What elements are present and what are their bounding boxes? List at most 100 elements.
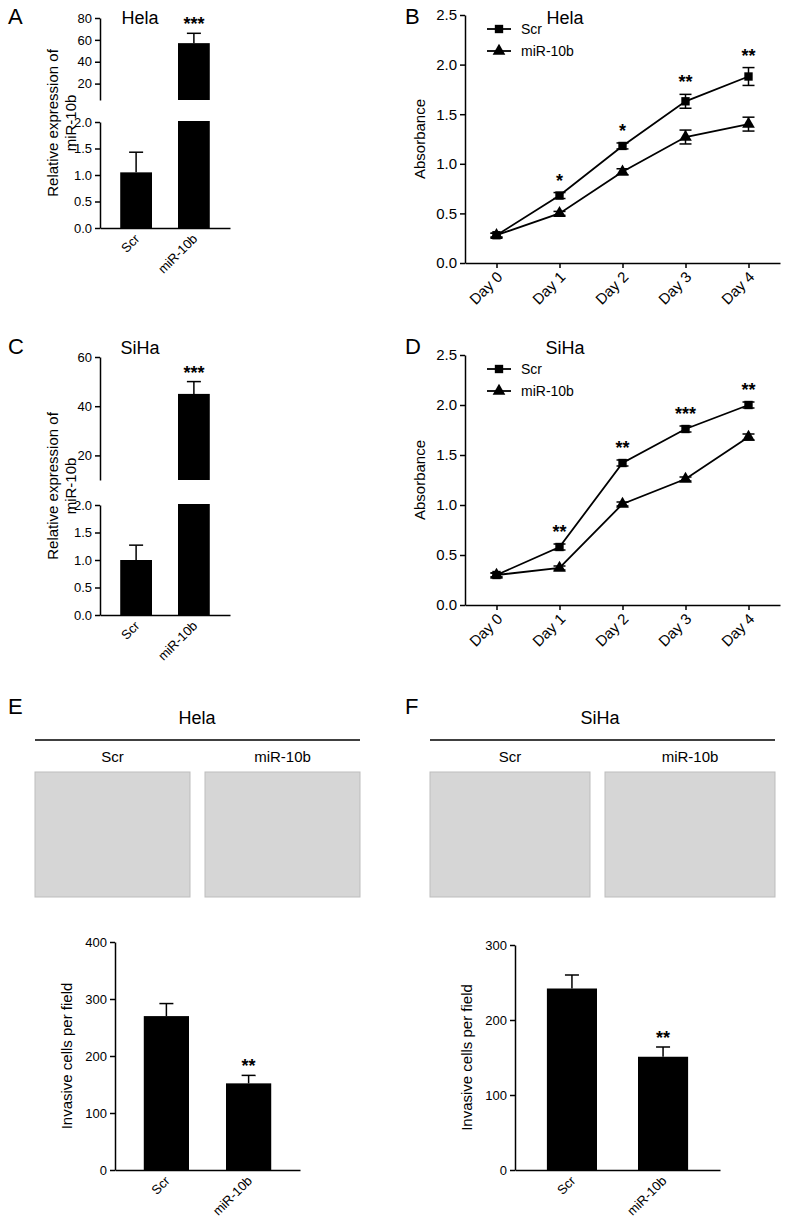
panel-letter: B — [405, 4, 420, 29]
tick-label: 0 — [100, 1163, 107, 1178]
error-cap — [743, 67, 755, 69]
tick: 0 — [100, 1163, 115, 1178]
tick: Scr — [118, 228, 143, 256]
bar — [547, 989, 597, 1171]
bar — [178, 43, 210, 100]
image-label: miR-10b — [254, 748, 311, 765]
significance: ** — [741, 380, 755, 400]
marker — [681, 425, 689, 433]
tick: 1.5 — [74, 525, 100, 540]
tick-mark — [510, 1020, 515, 1022]
tick-mark — [110, 942, 115, 944]
tick: 2.5 — [436, 6, 465, 23]
tick: 0.5 — [74, 580, 100, 595]
tick: miR-10b — [155, 228, 200, 276]
tick-label: 60 — [78, 33, 92, 48]
legend-label: miR-10b — [521, 43, 574, 59]
plot-area — [490, 401, 755, 579]
error-bar — [248, 1075, 250, 1083]
title: SiHa — [120, 338, 160, 358]
tick-mark — [622, 605, 624, 610]
line — [497, 405, 749, 575]
panel: EHelaScrmiR-10b0100200300400ScrmiR-10b**… — [8, 694, 360, 1218]
image-label: Scr — [101, 748, 124, 765]
x-axis: ScrmiR-10b — [116, 1170, 301, 1218]
tick: Day 0 — [466, 605, 506, 650]
tick-label: 100 — [485, 1088, 507, 1103]
marker — [744, 401, 752, 409]
y-axis-title: Relative expression ofmiR-10b — [44, 411, 79, 559]
tick: 1.0 — [436, 155, 465, 172]
title: Hela — [178, 708, 216, 728]
tick-mark — [460, 213, 465, 215]
title: SiHa — [580, 708, 620, 728]
tick-mark — [110, 1056, 115, 1058]
tick: 1.5 — [436, 106, 465, 123]
bar — [638, 1057, 688, 1170]
tick: 100 — [85, 1106, 115, 1121]
marker — [679, 130, 692, 141]
x-axis: Scr miR-10b — [516, 1170, 721, 1218]
axis-line — [101, 615, 231, 617]
tick-label: 20 — [78, 448, 92, 463]
tick-label: 200 — [485, 1013, 507, 1028]
bar — [120, 560, 152, 615]
tick-mark — [496, 263, 498, 268]
plot-area — [120, 504, 210, 615]
tick-label: 1.0 — [436, 155, 457, 172]
significance: ** — [242, 1056, 256, 1076]
tick-label: Day 1 — [529, 610, 569, 650]
tick-label: 40 — [78, 399, 92, 414]
legend-marker — [493, 44, 506, 55]
tick-label: 0 — [500, 1163, 507, 1178]
tick-mark — [460, 455, 465, 457]
legend: ScrmiR-10b — [487, 21, 574, 59]
marker — [744, 72, 752, 80]
tick-label: Day 2 — [592, 268, 632, 308]
tick: Scr — [118, 615, 143, 643]
y-axis-title-line: Relative expression of — [44, 411, 61, 559]
tick-mark — [95, 40, 100, 42]
panel: DSiHa0.00.51.01.52.02.5Day 0Day 1Day 2Da… — [405, 334, 781, 650]
tick-label: Day 3 — [655, 268, 695, 308]
bar — [226, 1083, 271, 1170]
tick-label: 80 — [78, 11, 92, 26]
tick: 0.0 — [436, 596, 465, 613]
tick-label: 2.5 — [436, 6, 457, 23]
tick: 0 — [500, 1163, 515, 1178]
bar — [120, 172, 152, 228]
tick-mark — [460, 505, 465, 507]
y-axis: 0100200300400 — [85, 935, 115, 1178]
tick-label: Day 4 — [718, 268, 758, 308]
tick-mark — [510, 945, 515, 947]
tick-mark — [460, 114, 465, 116]
tick: 0.0 — [74, 608, 100, 623]
tick-mark — [110, 999, 115, 1001]
tick-mark — [460, 15, 465, 17]
tick-label: miR-10b — [210, 1173, 255, 1218]
tick: Scr — [554, 1170, 579, 1198]
marker — [742, 117, 755, 128]
tick: miR-10b — [624, 1170, 669, 1218]
bar — [144, 1016, 189, 1170]
plot-area — [120, 382, 210, 480]
tick-label: 1.5 — [74, 525, 92, 540]
axis-line — [100, 358, 102, 481]
tick-mark — [95, 175, 100, 177]
x-axis: Day 0Day 1Day 2Day 3Day 4 — [466, 263, 781, 308]
tick: 2.0 — [436, 56, 465, 73]
marker — [681, 97, 689, 105]
tick-mark — [95, 532, 100, 534]
y-axis: 0100200300 — [485, 938, 515, 1178]
tick-label: miR-10b — [624, 1173, 669, 1218]
tick-label: 0.0 — [74, 608, 92, 623]
tick-label: 200 — [85, 1049, 107, 1064]
micrograph — [205, 772, 360, 897]
tick-mark — [685, 263, 687, 268]
title: SiHa — [545, 338, 585, 358]
plot-area — [120, 33, 210, 100]
tick-mark — [95, 505, 100, 507]
tick-label: 400 — [85, 935, 107, 950]
tick-mark — [460, 164, 465, 166]
plot-area — [144, 1004, 271, 1170]
